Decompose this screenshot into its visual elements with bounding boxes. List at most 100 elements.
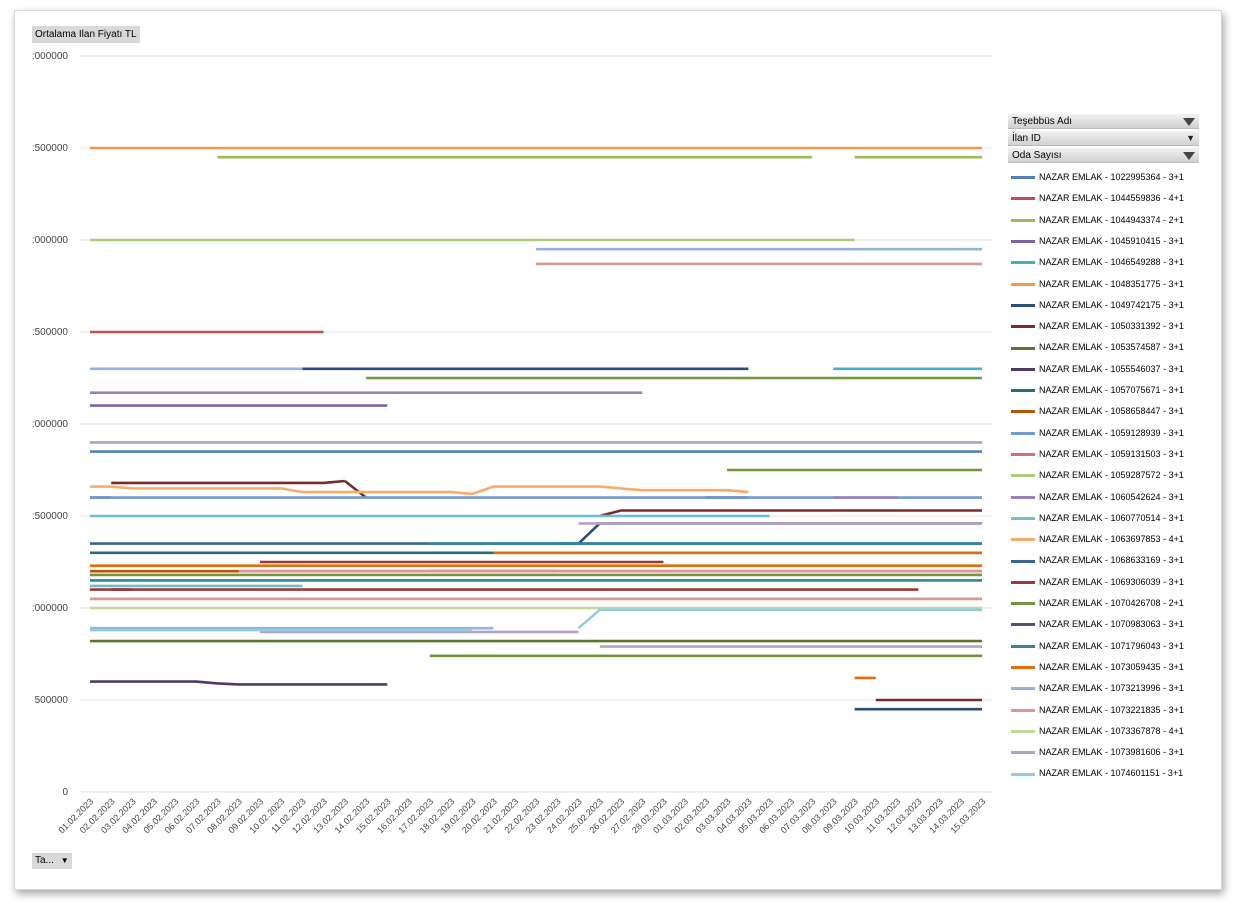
filter-header-label: İlan ID (1012, 133, 1041, 144)
legend-swatch (1011, 623, 1035, 627)
legend-label: NAZAR EMLAK - 1044943374 - 2+1 (1039, 214, 1184, 225)
legend-swatch (1011, 346, 1035, 350)
series-line (599, 509, 982, 518)
legend-swatch (1011, 197, 1035, 201)
legend-label: NAZAR EMLAK - 1073367878 - 4+1 (1039, 725, 1184, 736)
legend-item: NAZAR EMLAK - 1063697853 - 4+1 (1011, 532, 1184, 546)
legend-label: NAZAR EMLAK - 1059128939 - 3+1 (1039, 427, 1184, 438)
legend-swatch (1011, 644, 1035, 648)
legend-label: NAZAR EMLAK - 1073059435 - 3+1 (1039, 661, 1184, 672)
legend-item: NAZAR EMLAK - 1060770514 - 3+1 (1011, 511, 1184, 525)
legend-item: NAZAR EMLAK - 1057075671 - 3+1 (1011, 383, 1184, 397)
legend-swatch (1011, 666, 1035, 670)
legend-item: NAZAR EMLAK - 1073221835 - 3+1 (1011, 703, 1184, 717)
legend-label: NAZAR EMLAK - 1063697853 - 4+1 (1039, 534, 1184, 545)
legend-label: NAZAR EMLAK - 1070426708 - 2+1 (1039, 598, 1184, 608)
legend-swatch (1011, 261, 1035, 265)
legend-label: NAZAR EMLAK - 1044559836 - 4+1 (1039, 193, 1184, 204)
legend-item: NAZAR EMLAK - 1073059435 - 3+1 (1011, 660, 1184, 674)
legend-swatch (1011, 495, 1035, 499)
legend-swatch (1011, 729, 1035, 733)
legend-item: NAZAR EMLAK - 1071796043 - 3+1 (1011, 639, 1184, 653)
y-tick-label: :500000 (32, 327, 69, 338)
legend-item: NAZAR EMLAK - 1068633169 - 3+1 (1011, 553, 1184, 567)
legend-label: NAZAR EMLAK - 1059287572 - 3+1 (1039, 470, 1184, 481)
legend-swatch (1011, 751, 1035, 755)
y-tick-label: :500000 (32, 143, 69, 154)
legend-label: NAZAR EMLAK - 1046549288 - 3+1 (1039, 257, 1184, 268)
legend-item: NAZAR EMLAK - 1059287572 - 3+1 (1011, 468, 1184, 482)
y-tick-label: :500000 (32, 511, 69, 522)
legend-swatch (1011, 580, 1035, 584)
dropdown-arrow-icon[interactable]: ▼ (60, 856, 69, 865)
legend-swatch (1011, 282, 1035, 286)
legend-label: NAZAR EMLAK - 1049742175 - 3+1 (1039, 299, 1184, 310)
series-line (557, 522, 982, 545)
legend-swatch (1011, 325, 1035, 329)
legend-item: NAZAR EMLAK - 1044943374 - 2+1 (1011, 213, 1184, 227)
series-line (90, 485, 749, 496)
legend-swatch (1011, 218, 1035, 222)
legend-swatch (1011, 303, 1035, 307)
legend-label: NAZAR EMLAK - 1053574587 - 3+1 (1039, 342, 1184, 353)
filter-header-ilan-id[interactable]: İlan ID ▼ (1008, 131, 1199, 146)
legend-item: NAZAR EMLAK - 1050331392 - 3+1 (1011, 319, 1184, 333)
legend-swatch (1011, 687, 1035, 691)
legend-item: NAZAR EMLAK - 1044559836 - 4+1 (1011, 191, 1184, 205)
filter-funnel-icon[interactable] (1183, 148, 1195, 163)
legend-label: NAZAR EMLAK - 1022995364 - 3+1 (1039, 172, 1184, 182)
legend-swatch (1011, 516, 1035, 520)
legend-item: NAZAR EMLAK - 1022995364 - 3+1 (1011, 170, 1184, 184)
legend-label: NAZAR EMLAK - 1045910415 - 3+1 (1039, 235, 1184, 246)
legend-swatch (1011, 602, 1035, 606)
filter-header-tesebbus[interactable]: Teşebbüs Adı (1008, 114, 1199, 129)
value-field-button[interactable]: Ortalama Ilan Fiyatı TL (32, 26, 140, 43)
legend-label: NAZAR EMLAK - 1048351775 - 3+1 (1039, 278, 1184, 289)
legend-item: NAZAR EMLAK - 1048351775 - 3+1 (1011, 277, 1184, 291)
legend-item: NAZAR EMLAK - 1073981606 - 3+1 (1011, 745, 1184, 759)
dropdown-arrow-icon[interactable]: ▼ (1186, 133, 1195, 143)
legend-label: NAZAR EMLAK - 1068633169 - 3+1 (1039, 555, 1184, 566)
filter-funnel-icon[interactable] (1183, 114, 1195, 129)
legend-label: NAZAR EMLAK - 1074601151 - 3+1 (1039, 768, 1184, 779)
legend-label: NAZAR EMLAK - 1050331392 - 3+1 (1039, 321, 1184, 332)
legend-swatch (1011, 772, 1035, 776)
axis-field-button[interactable]: Ta... ▼ (32, 853, 72, 869)
legend-label: NAZAR EMLAK - 1055546037 - 3+1 (1039, 363, 1184, 374)
legend-item: NAZAR EMLAK - 1055546037 - 3+1 (1011, 362, 1184, 376)
filter-header-label: Oda Sayısı (1012, 150, 1062, 161)
axis-field-label: Ta... (35, 855, 54, 866)
legend-swatch (1011, 389, 1035, 393)
legend-item: NAZAR EMLAK - 1049742175 - 3+1 (1011, 298, 1184, 312)
legend-swatch (1011, 474, 1035, 478)
legend-item: NAZAR EMLAK - 1046549288 - 3+1 (1011, 255, 1184, 269)
legend-label: NAZAR EMLAK - 1058658447 - 3+1 (1039, 406, 1184, 417)
legend-swatch (1011, 367, 1035, 371)
legend-item: NAZAR EMLAK - 1073367878 - 4+1 (1011, 724, 1184, 738)
legend-swatch (1011, 453, 1035, 457)
legend-swatch (1011, 538, 1035, 542)
y-tick-label: :000000 (32, 419, 69, 430)
legend-label: NAZAR EMLAK - 1073213996 - 3+1 (1039, 683, 1184, 694)
filter-header-oda-sayisi[interactable]: Oda Sayısı (1008, 148, 1199, 163)
y-tick-label: :000000 (32, 603, 69, 614)
series-line (577, 608, 982, 630)
y-tick-label: :000000 (32, 51, 69, 62)
legend-label: NAZAR EMLAK - 1071796043 - 3+1 (1039, 640, 1184, 651)
legend-item: NAZAR EMLAK - 1053574587 - 3+1 (1011, 340, 1184, 354)
legend-swatch (1011, 431, 1035, 435)
legend-swatch (1011, 176, 1035, 180)
y-tick-label: :000000 (32, 235, 69, 246)
series-line (111, 479, 346, 485)
y-tick-label: 500000 (35, 695, 69, 706)
y-tick-label: 0 (62, 787, 68, 798)
filter-header-label: Teşebbüs Adı (1012, 116, 1073, 127)
legend-item: NAZAR EMLAK - 1073213996 - 3+1 (1011, 681, 1184, 695)
legend-label: NAZAR EMLAK - 1073221835 - 3+1 (1039, 704, 1184, 715)
legend-label: NAZAR EMLAK - 1069306039 - 3+1 (1039, 576, 1184, 587)
series-line (344, 479, 367, 499)
legend-swatch (1011, 410, 1035, 414)
legend-label: NAZAR EMLAK - 1060542624 - 3+1 (1039, 491, 1184, 502)
legend-item: NAZAR EMLAK - 1069306039 - 3+1 (1011, 575, 1184, 589)
